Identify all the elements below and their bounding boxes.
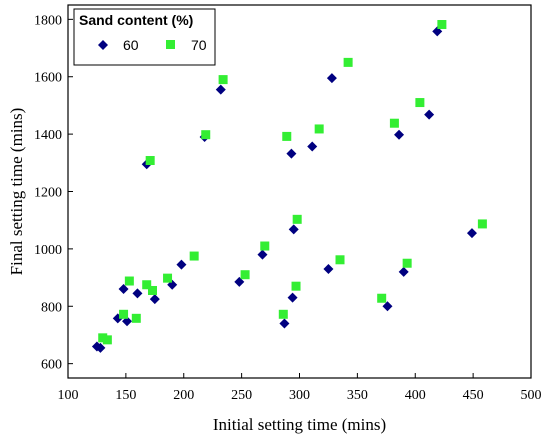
data-point-series-70: [282, 131, 292, 141]
legend-label-70: 70: [191, 37, 207, 53]
data-point-series-70: [314, 124, 324, 134]
data-point-series-60: [95, 342, 106, 353]
data-point-series-60: [176, 259, 187, 270]
y-tick-label: 1200: [34, 186, 62, 201]
data-point-series-70: [477, 219, 487, 229]
axis-ticks-layer: 100 150 200 250 300 350 400 450 500 600 800 1000 120…: [34, 13, 542, 403]
data-point-series-70: [343, 57, 353, 67]
data-point-series-60: [424, 109, 435, 120]
legend-label-60: 60: [123, 37, 139, 53]
data-point-series-60: [323, 263, 334, 274]
x-tick-label: 250: [231, 388, 252, 403]
x-tick-label: 150: [115, 388, 136, 403]
y-axis-title: Final setting time (mins): [7, 108, 26, 276]
data-point-series-60: [382, 301, 393, 312]
data-point-series-70: [124, 276, 134, 286]
data-point-series-70: [142, 280, 152, 290]
data-point-series-60: [398, 266, 409, 277]
legend: Sand content (%) 60 70: [73, 8, 216, 66]
data-point-series-60: [287, 292, 298, 303]
data-point-series-70: [389, 118, 399, 128]
legend-title: Sand content (%): [79, 12, 193, 28]
data-point-series-60: [118, 284, 129, 295]
data-points-layer: [91, 20, 487, 353]
data-point-series-70: [189, 251, 199, 261]
data-point-series-60: [149, 294, 160, 305]
legend-marker-60: [98, 40, 108, 50]
data-point-series-70: [335, 255, 345, 265]
data-point-series-60: [288, 224, 299, 235]
x-tick-label: 350: [347, 388, 368, 403]
data-point-series-60: [279, 318, 290, 329]
data-point-series-60: [286, 148, 297, 159]
data-point-series-70: [102, 335, 112, 345]
data-point-series-60: [466, 228, 477, 239]
data-point-series-60: [257, 249, 268, 260]
x-tick-label: 200: [173, 388, 194, 403]
x-tick-label: 300: [289, 388, 310, 403]
data-point-series-70: [260, 241, 270, 251]
data-point-series-70: [218, 75, 228, 85]
x-axis-title: Initial setting time (mins): [213, 415, 386, 434]
data-point-series-70: [163, 273, 173, 283]
data-point-series-70: [437, 20, 447, 30]
data-point-series-70: [292, 214, 302, 224]
x-tick-label: 500: [521, 388, 542, 403]
data-point-series-70: [147, 285, 157, 295]
data-point-series-70: [240, 270, 250, 280]
data-point-series-70: [402, 258, 412, 268]
data-point-series-60: [234, 276, 245, 287]
x-tick-label: 400: [405, 388, 426, 403]
data-point-series-70: [119, 309, 129, 319]
data-point-series-60: [326, 73, 337, 84]
y-tick-label: 800: [41, 300, 62, 315]
data-point-series-60: [132, 288, 143, 299]
y-tick-label: 1600: [34, 71, 62, 86]
data-point-series-70: [98, 333, 108, 343]
y-tick-label: 1800: [34, 13, 62, 28]
x-tick-label: 100: [58, 388, 79, 403]
data-point-series-60: [394, 129, 405, 140]
data-point-series-70: [415, 98, 425, 108]
data-point-series-70: [201, 130, 211, 140]
data-point-series-70: [377, 293, 387, 303]
y-tick-label: 600: [41, 358, 62, 373]
data-point-series-60: [307, 141, 318, 152]
data-point-series-70: [291, 281, 301, 291]
legend-marker-70: [166, 40, 175, 49]
data-point-series-60: [215, 84, 226, 95]
x-tick-label: 450: [463, 388, 484, 403]
data-point-series-70: [278, 309, 288, 319]
y-tick-label: 1400: [34, 128, 62, 143]
y-tick-label: 1000: [34, 243, 62, 258]
data-point-series-70: [145, 156, 155, 166]
data-point-series-70: [131, 313, 141, 323]
legend-box: [73, 8, 216, 66]
